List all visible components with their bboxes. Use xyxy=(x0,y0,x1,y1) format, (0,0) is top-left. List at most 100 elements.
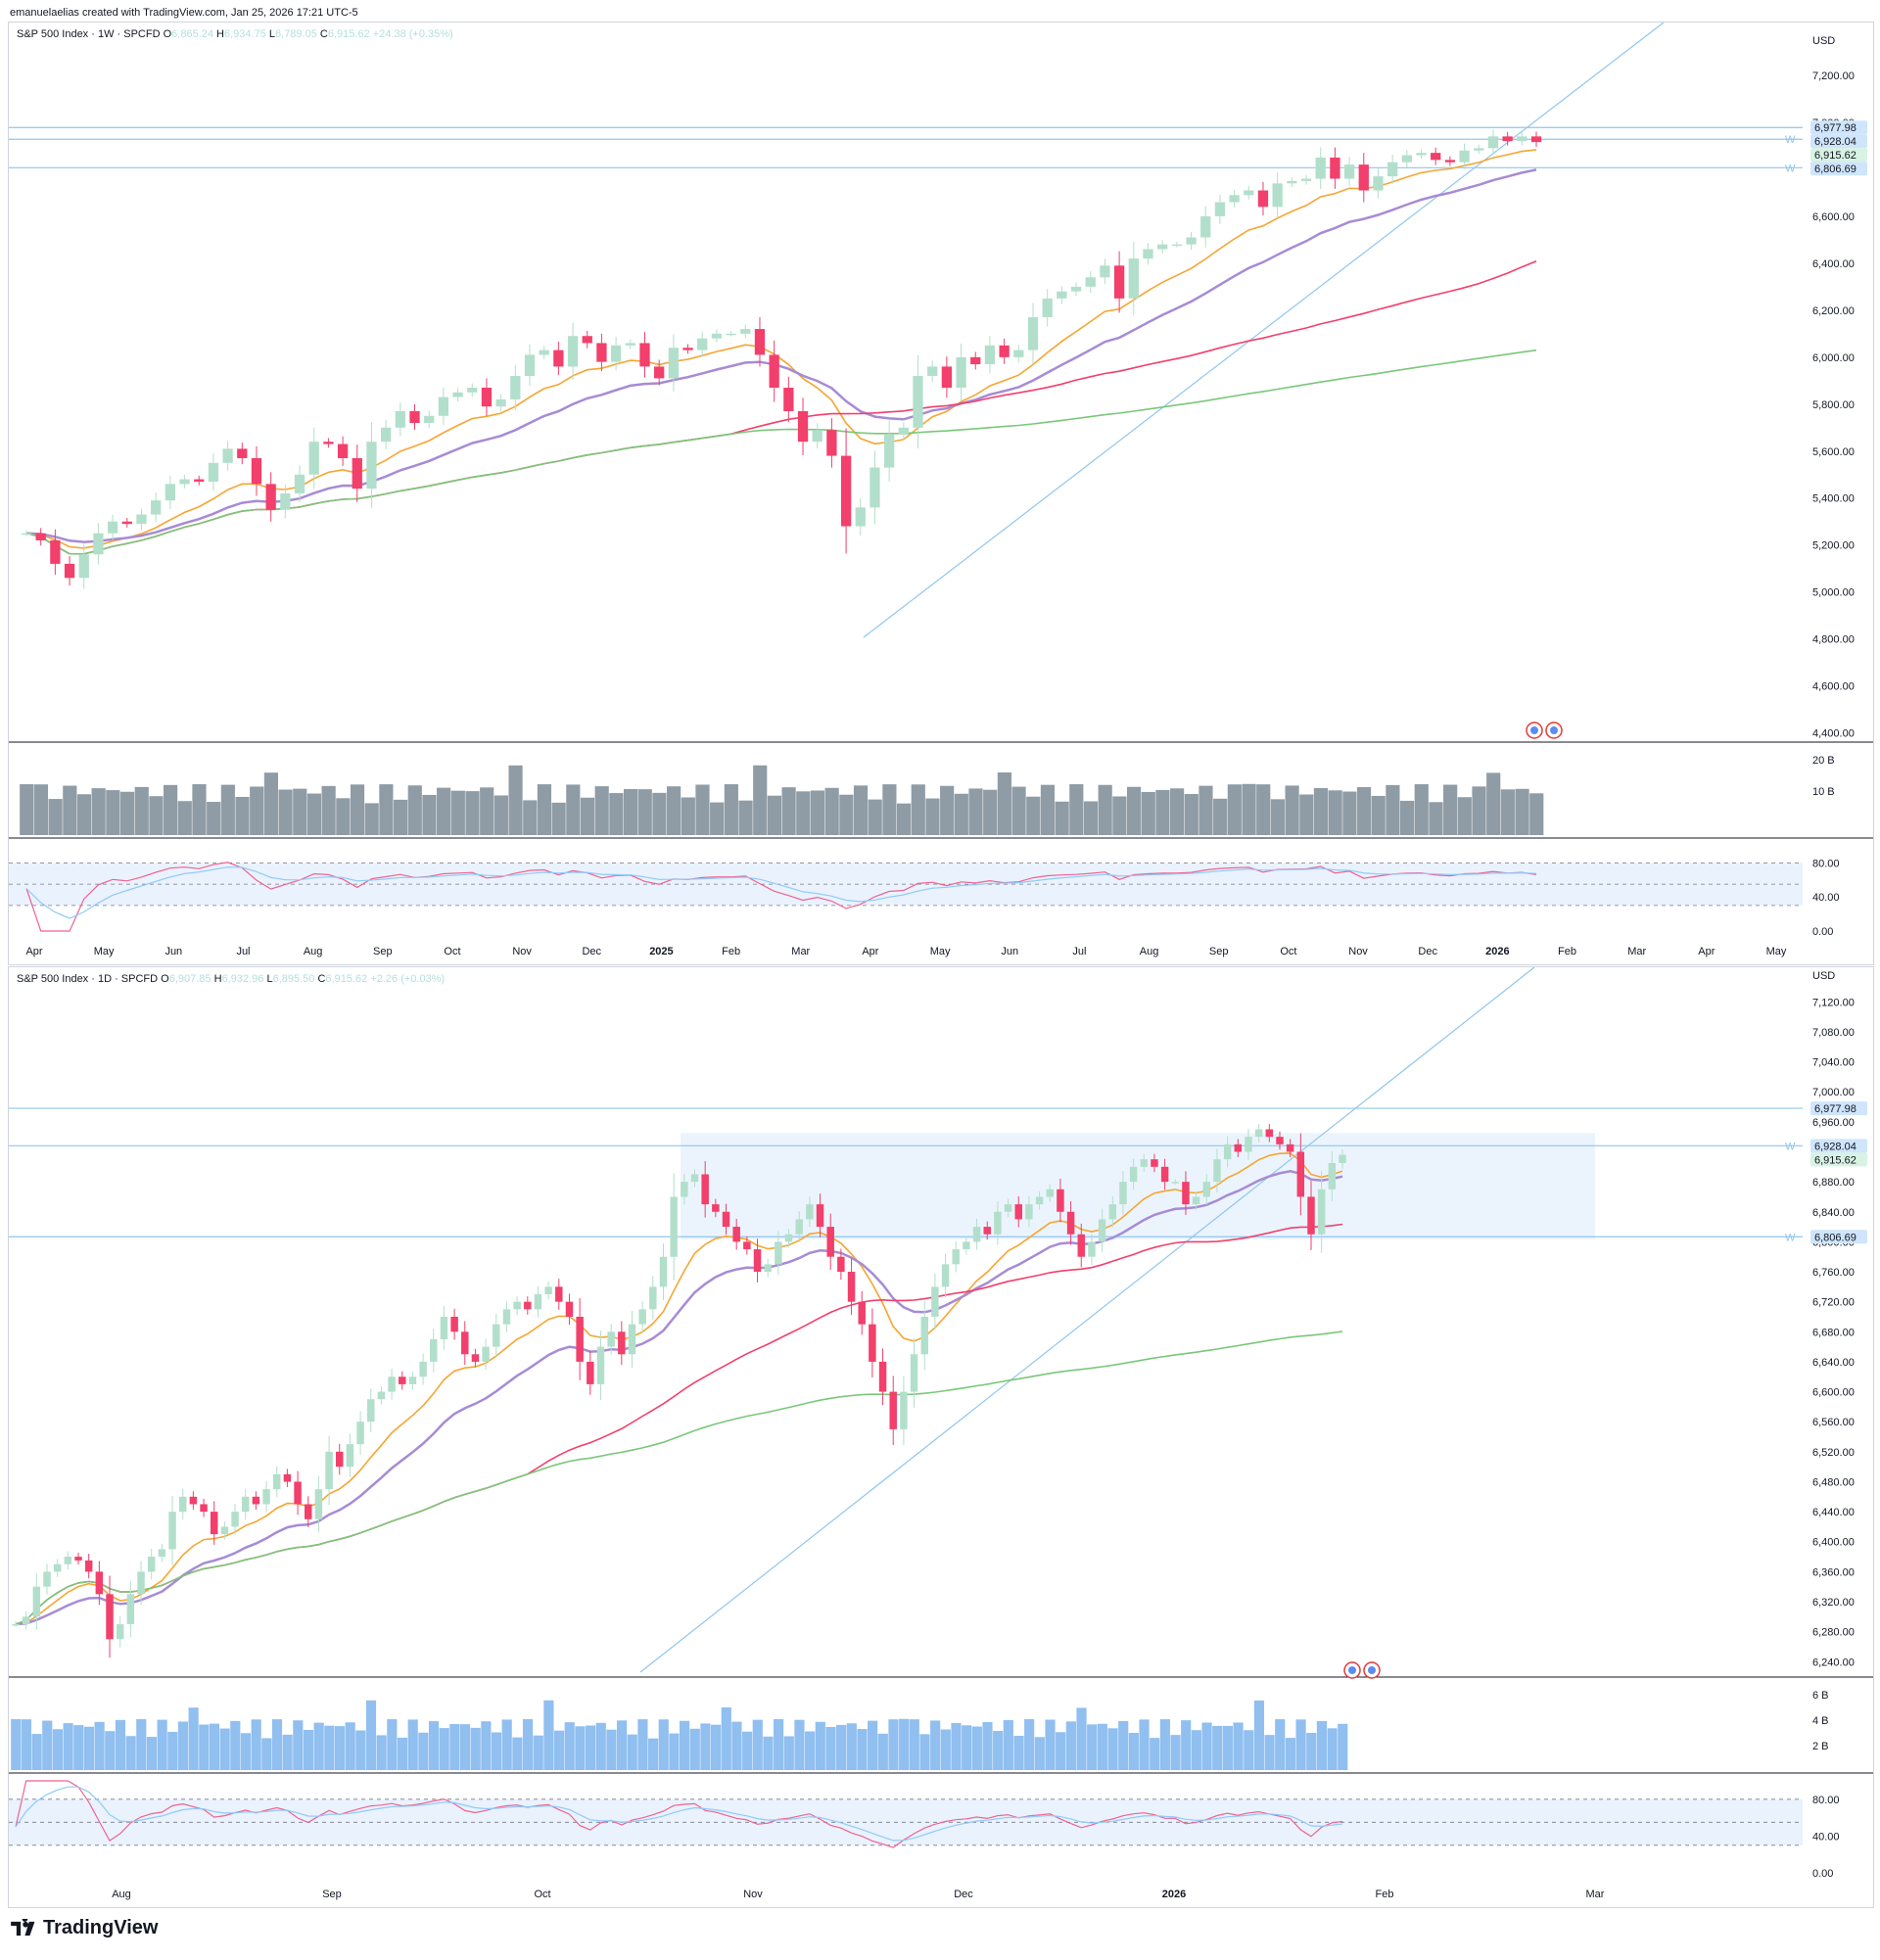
weekly-candle-body xyxy=(1113,265,1125,299)
weekly-candle-body xyxy=(596,343,607,362)
daily-volume-bar xyxy=(627,1734,637,1770)
daily-volume-bar xyxy=(1013,1735,1024,1770)
daily-volume-bar xyxy=(83,1726,95,1770)
weekly-volume-bar xyxy=(753,765,768,835)
weekly-candle-body xyxy=(294,474,306,493)
daily-candle-body xyxy=(168,1512,176,1550)
daily-price-tick: 7,000.00 xyxy=(1812,1087,1855,1098)
daily-candle-body xyxy=(95,1571,104,1595)
weekly-volume-bar xyxy=(839,794,854,835)
weekly-price-badge xyxy=(1810,162,1867,176)
daily-range-zone xyxy=(681,1133,1595,1240)
weekly-candle-body xyxy=(467,388,478,393)
daily-candle-body xyxy=(482,1346,490,1362)
weekly-price-tick: 5,400.00 xyxy=(1812,493,1855,505)
weekly-w-marker: W xyxy=(1785,134,1796,146)
weekly-volume-bar xyxy=(407,785,422,835)
weekly-candle-body xyxy=(1330,157,1340,179)
daily-price-tick: 6,600.00 xyxy=(1812,1387,1855,1399)
weekly-candle-body xyxy=(21,533,32,536)
weekly-currency-label: USD xyxy=(1812,35,1835,47)
weekly-volume-bar xyxy=(1472,786,1486,835)
daily-candle-body xyxy=(1234,1143,1243,1152)
daily-volume-bar xyxy=(711,1724,722,1770)
daily-volume-bar xyxy=(481,1721,492,1770)
daily-volume-bar xyxy=(1253,1700,1264,1770)
daily-volume-bar xyxy=(919,1734,930,1770)
daily-candle-body xyxy=(283,1473,292,1482)
daily-volume-bar xyxy=(1233,1722,1244,1770)
weekly-chart-panel[interactable]: S&P 500 Index · 1W · SPCFD O6,865.24 H6,… xyxy=(8,22,1874,965)
daily-price-badge xyxy=(1810,1230,1867,1244)
daily-candle-body xyxy=(753,1249,762,1273)
daily-volume-bar xyxy=(303,1729,314,1770)
daily-high: 6,932.96 xyxy=(221,973,264,985)
daily-volume-bar xyxy=(376,1735,387,1770)
daily-price-tick: 6,320.00 xyxy=(1812,1597,1855,1609)
weekly-candle-body xyxy=(107,521,118,534)
daily-volume-bar xyxy=(293,1720,304,1770)
weekly-rsi-tick: 0.00 xyxy=(1812,926,1833,938)
daily-candle-body xyxy=(565,1301,574,1317)
daily-candle-body xyxy=(555,1286,563,1302)
weekly-candle-body xyxy=(366,442,377,490)
weekly-volume-bar xyxy=(1256,784,1271,835)
daily-candle-body xyxy=(262,1489,270,1505)
daily-volume-bar xyxy=(794,1719,805,1770)
daily-price-badge xyxy=(1810,1152,1867,1167)
daily-volume-bar xyxy=(324,1725,335,1770)
weekly-candle-body xyxy=(1272,183,1283,208)
weekly-volume-bar xyxy=(566,784,581,835)
daily-volume-bar xyxy=(1128,1733,1139,1770)
daily-candle-body xyxy=(743,1241,751,1250)
weekly-volume-bar xyxy=(1141,791,1155,835)
weekly-volume-bar xyxy=(1112,796,1127,835)
daily-volume-bar xyxy=(647,1738,659,1770)
weekly-volume-bar xyxy=(968,788,983,835)
daily-candle-body xyxy=(681,1182,688,1197)
weekly-candle-body xyxy=(35,533,46,540)
weekly-price-tick: 6,600.00 xyxy=(1812,211,1855,223)
weekly-candle-body xyxy=(582,336,592,344)
weekly-volume-bar xyxy=(235,796,250,835)
daily-candle-body xyxy=(200,1504,208,1513)
weekly-candle-body xyxy=(524,354,536,377)
daily-volume-bar xyxy=(397,1737,408,1770)
weekly-volume-bar xyxy=(954,793,968,835)
daily-change: +2.26 (+0.03%) xyxy=(370,973,446,985)
weekly-time-tick: Dec xyxy=(582,946,601,957)
weekly-ema-fast-line xyxy=(25,149,1537,549)
weekly-open: 6,865.24 xyxy=(171,28,213,40)
daily-volume-bar xyxy=(940,1729,951,1770)
weekly-price-tick: 4,400.00 xyxy=(1812,728,1855,740)
weekly-volume-bar xyxy=(1371,795,1386,835)
daily-candle-body xyxy=(931,1286,939,1317)
weekly-candle-body xyxy=(1315,157,1326,179)
weekly-candle-body xyxy=(452,392,463,397)
daily-volume-bar xyxy=(774,1719,784,1770)
daily-chart-svg[interactable]: W W 6 B 4 B 2 B 80.00 40.00 0.00 USD 7,120.00 7,08… xyxy=(9,966,1873,1907)
weekly-high: 6,934.75 xyxy=(224,28,266,40)
daily-candle-body xyxy=(1057,1189,1064,1212)
weekly-volume-bar xyxy=(164,784,178,835)
daily-volume-bar xyxy=(11,1719,22,1770)
daily-candle-body xyxy=(1245,1137,1252,1152)
daily-volume-bar xyxy=(1201,1722,1212,1770)
daily-volume-tick: 2 B xyxy=(1812,1741,1829,1752)
daily-volume-bar xyxy=(355,1730,366,1770)
daily-candle-body xyxy=(502,1309,511,1325)
daily-chart-panel[interactable]: S&P 500 Index · 1D · SPCFD O6,907.85 H6,… xyxy=(8,966,1874,1908)
daily-volume-bar xyxy=(1097,1723,1107,1770)
weekly-price-tick: 6,200.00 xyxy=(1812,305,1855,317)
daily-volume-bar xyxy=(313,1722,324,1770)
weekly-price-tick: 5,600.00 xyxy=(1812,446,1855,458)
daily-price-tick: 6,760.00 xyxy=(1812,1267,1855,1279)
daily-price-tick: 6,680.00 xyxy=(1812,1327,1855,1338)
weekly-volume-bar xyxy=(1170,788,1185,835)
weekly-candle-body xyxy=(481,388,493,407)
daily-rsi-signal-line xyxy=(15,1786,1343,1842)
daily-candle-body xyxy=(1088,1241,1096,1257)
weekly-volume-bar xyxy=(523,800,538,835)
daily-volume-bar xyxy=(951,1722,962,1770)
